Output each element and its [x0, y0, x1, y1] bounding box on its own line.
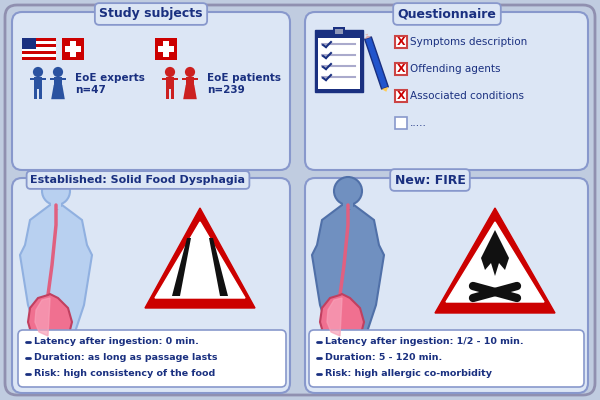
Bar: [31, 78, 34, 80]
Bar: [315, 30, 363, 92]
FancyBboxPatch shape: [18, 330, 286, 387]
FancyBboxPatch shape: [12, 178, 290, 393]
Polygon shape: [51, 85, 65, 99]
Bar: [39, 89, 42, 99]
FancyBboxPatch shape: [5, 5, 595, 395]
Bar: [51, 201, 61, 209]
Bar: [335, 29, 343, 34]
FancyBboxPatch shape: [309, 330, 584, 387]
Circle shape: [165, 67, 175, 77]
Bar: [22, 41, 56, 44]
Bar: [22, 38, 56, 41]
Bar: [22, 48, 56, 50]
Text: Questionnaire: Questionnaire: [398, 8, 496, 20]
Bar: [395, 90, 407, 102]
Bar: [62, 78, 65, 80]
Bar: [163, 41, 169, 57]
FancyBboxPatch shape: [305, 12, 588, 170]
Text: Risk: high allergic co-morbidity: Risk: high allergic co-morbidity: [325, 370, 492, 378]
FancyBboxPatch shape: [12, 12, 290, 170]
Bar: [395, 117, 407, 129]
Text: EoE experts: EoE experts: [75, 73, 145, 83]
Bar: [34, 89, 37, 99]
Polygon shape: [155, 222, 245, 298]
Polygon shape: [209, 238, 228, 296]
Text: Symptoms description: Symptoms description: [410, 37, 527, 47]
Polygon shape: [172, 238, 191, 296]
Polygon shape: [446, 222, 544, 302]
Text: Risk: high consistency of the food: Risk: high consistency of the food: [34, 370, 215, 378]
Circle shape: [33, 67, 43, 77]
Bar: [42, 78, 46, 80]
Bar: [22, 38, 35, 49]
Text: n=239: n=239: [207, 85, 245, 95]
Bar: [22, 50, 56, 54]
Text: Latency after ingestion: 0 min.: Latency after ingestion: 0 min.: [34, 338, 199, 346]
Bar: [166, 77, 174, 89]
Bar: [22, 38, 56, 60]
Bar: [166, 89, 169, 99]
Text: .....: .....: [410, 118, 427, 128]
Bar: [174, 78, 178, 80]
Polygon shape: [35, 298, 50, 336]
Bar: [65, 46, 80, 52]
Circle shape: [334, 177, 362, 205]
Bar: [343, 201, 353, 209]
Text: n=47: n=47: [75, 85, 106, 95]
Polygon shape: [312, 205, 384, 360]
Text: EoE patients: EoE patients: [207, 73, 281, 83]
Circle shape: [42, 177, 70, 205]
Bar: [395, 63, 407, 75]
Text: X: X: [397, 37, 406, 47]
Bar: [194, 78, 197, 80]
Text: Study subjects: Study subjects: [99, 8, 203, 20]
Bar: [54, 77, 62, 85]
Circle shape: [53, 67, 63, 77]
Polygon shape: [435, 208, 555, 313]
Bar: [34, 77, 42, 89]
Bar: [158, 46, 174, 52]
Bar: [395, 36, 407, 48]
Bar: [182, 78, 186, 80]
Polygon shape: [365, 37, 388, 89]
Bar: [318, 38, 360, 89]
Text: X: X: [397, 91, 406, 101]
Text: New: FIRE: New: FIRE: [395, 174, 466, 186]
Polygon shape: [320, 294, 364, 345]
Text: Established: Solid Food Dysphagia: Established: Solid Food Dysphagia: [31, 175, 245, 185]
Bar: [22, 54, 56, 57]
Text: Duration: as long as passage lasts: Duration: as long as passage lasts: [34, 354, 218, 362]
Text: Latency after ingestion: 1/2 - 10 min.: Latency after ingestion: 1/2 - 10 min.: [325, 338, 524, 346]
Polygon shape: [145, 208, 255, 308]
Bar: [186, 77, 194, 85]
Bar: [163, 78, 166, 80]
Polygon shape: [20, 205, 92, 360]
Bar: [22, 57, 56, 60]
Polygon shape: [382, 87, 388, 92]
Polygon shape: [28, 294, 72, 345]
Bar: [171, 89, 174, 99]
Bar: [155, 38, 177, 60]
Text: X: X: [397, 64, 406, 74]
Polygon shape: [365, 34, 371, 39]
Bar: [70, 41, 76, 57]
Bar: [333, 27, 345, 35]
Bar: [22, 44, 56, 48]
Text: Associated conditions: Associated conditions: [410, 91, 524, 101]
Circle shape: [185, 67, 195, 77]
Polygon shape: [327, 298, 342, 336]
FancyBboxPatch shape: [305, 178, 588, 393]
Bar: [50, 78, 54, 80]
Text: Duration: 5 - 120 min.: Duration: 5 - 120 min.: [325, 354, 442, 362]
Text: Offending agents: Offending agents: [410, 64, 500, 74]
Polygon shape: [183, 85, 197, 99]
Polygon shape: [481, 230, 509, 276]
Bar: [62, 38, 84, 60]
